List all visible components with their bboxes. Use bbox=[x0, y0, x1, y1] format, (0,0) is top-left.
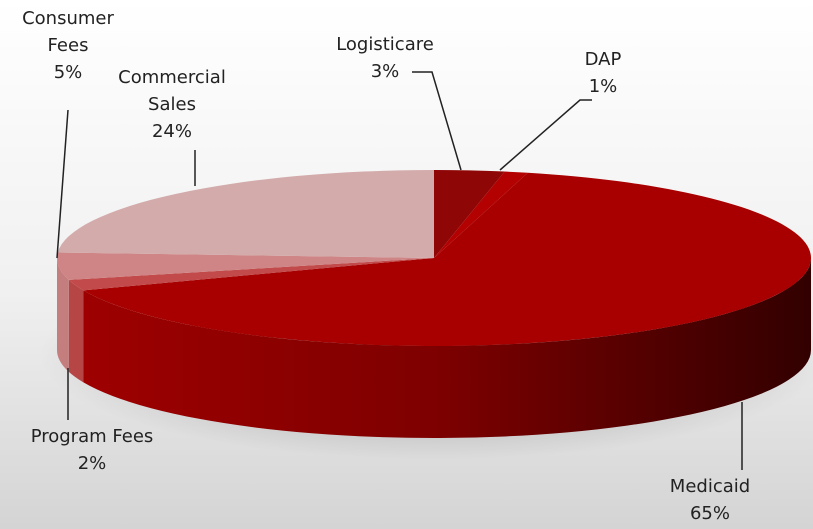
slice-side bbox=[83, 258, 812, 439]
data-label: Commercial Sales 24% bbox=[112, 64, 232, 145]
slice bbox=[434, 170, 505, 258]
label-name: DAP bbox=[584, 49, 622, 70]
label-name: Program Fees bbox=[30, 426, 154, 447]
data-label: Program Fees 2% bbox=[12, 423, 172, 477]
label-value: 1% bbox=[588, 76, 618, 97]
label-value: 5% bbox=[53, 62, 83, 83]
leader-line bbox=[412, 71, 462, 171]
slice bbox=[57, 170, 434, 258]
leader-line bbox=[56, 109, 69, 259]
data-label: Consumer Fees 5% bbox=[18, 5, 118, 86]
data-label: DAP 1% bbox=[553, 46, 653, 100]
data-label: Logisticare 3% bbox=[325, 31, 445, 85]
label-name: Consumer Fees bbox=[22, 8, 114, 56]
label-name: Commercial Sales bbox=[118, 67, 226, 115]
label-value: 24% bbox=[151, 121, 192, 142]
label-value: 65% bbox=[689, 503, 730, 524]
label-name: Logisticare bbox=[336, 34, 434, 55]
leader-line bbox=[499, 99, 592, 171]
slice bbox=[434, 171, 528, 258]
label-value: 3% bbox=[370, 61, 400, 82]
slice-side bbox=[68, 279, 84, 383]
slice bbox=[56, 252, 434, 280]
label-value: 2% bbox=[77, 453, 107, 474]
slice-side bbox=[57, 258, 69, 372]
label-name: Medicaid bbox=[669, 476, 751, 497]
slice bbox=[68, 258, 434, 291]
slice bbox=[83, 172, 812, 346]
data-label: Medicaid 65% bbox=[650, 473, 770, 527]
leader-lines bbox=[56, 71, 743, 470]
